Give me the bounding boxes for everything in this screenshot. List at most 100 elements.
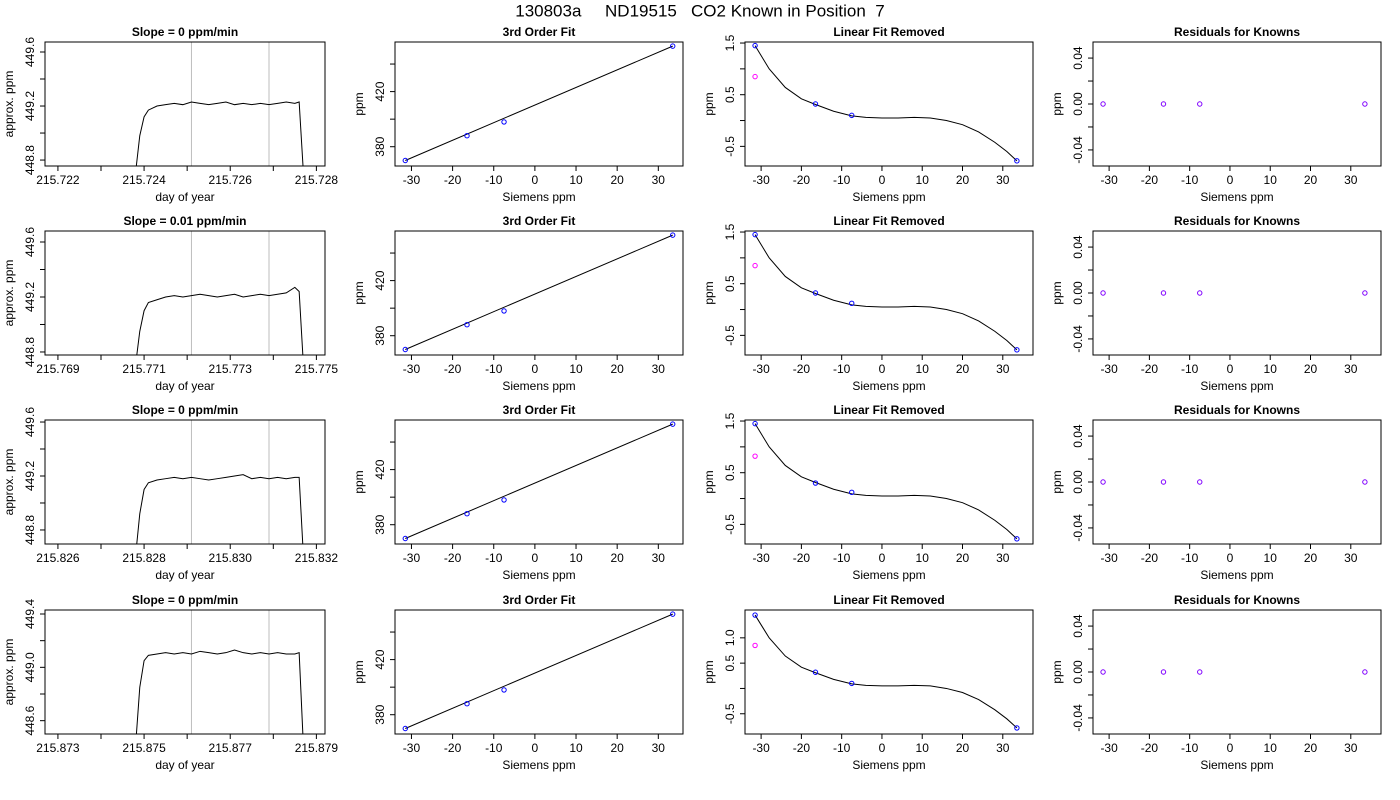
x-axis-label: Siemens ppm xyxy=(502,190,575,204)
x-tick-label: 30 xyxy=(996,551,1010,565)
x-tick-label: 0 xyxy=(879,173,886,187)
x-tick-label: 10 xyxy=(569,362,583,376)
fit-line xyxy=(754,234,1018,351)
x-tick-label: 30 xyxy=(1344,173,1358,187)
fit-line xyxy=(405,613,673,729)
x-tick-label: -20 xyxy=(1141,551,1159,565)
x-tick-label: 20 xyxy=(1304,173,1318,187)
y-axis-label: ppm xyxy=(1050,660,1064,683)
x-tick-label: 215.826 xyxy=(36,551,80,565)
x-tick-label: -30 xyxy=(1100,741,1118,755)
data-point xyxy=(1160,479,1167,485)
x-tick-label: 20 xyxy=(956,551,970,565)
x-tick-label: 0 xyxy=(1227,362,1234,376)
x-tick-label: -10 xyxy=(1181,741,1199,755)
x-axis-label: day of year xyxy=(155,379,214,393)
y-tick-label: 0.00 xyxy=(1071,470,1085,494)
y-tick-label: 380 xyxy=(373,704,387,724)
data-point xyxy=(670,232,676,238)
y-tick-label: 1.5 xyxy=(723,412,737,429)
x-tick-label: 0 xyxy=(532,173,539,187)
x-axis-label: Siemens ppm xyxy=(852,568,925,582)
plot-area xyxy=(402,43,676,164)
x-tick-label: 20 xyxy=(610,173,624,187)
y-axis-label: approx. ppm xyxy=(2,71,16,138)
x-tick-label: -20 xyxy=(444,551,462,565)
plot-frame xyxy=(44,41,326,167)
y-axis-label: approx. ppm xyxy=(2,639,16,706)
x-tick-label: 20 xyxy=(1304,362,1318,376)
plot-frame xyxy=(394,230,684,356)
panel-title: 3rd Order Fit xyxy=(503,593,576,607)
plot-area xyxy=(752,42,1020,164)
panel: Slope = 0 ppm/min day of year approx. ppm 2… xyxy=(2,25,338,204)
panel: Residuals for Knowns Siemens ppm ppm -30 -20… xyxy=(1050,403,1382,582)
plot-area xyxy=(752,231,1020,353)
data-point xyxy=(1362,101,1368,107)
data-point xyxy=(1100,669,1106,675)
x-tick-label: -30 xyxy=(1100,173,1118,187)
x-tick-label: -10 xyxy=(1181,551,1199,565)
y-tick-label: 1.0 xyxy=(723,629,737,646)
data-point xyxy=(402,725,408,732)
data-point xyxy=(1362,669,1368,675)
panel: Residuals for Knowns Siemens ppm ppm -30 -20… xyxy=(1050,214,1382,393)
figure-title: 130803a ND19515 CO2 Known in Position 7 xyxy=(515,1,885,20)
plot-frame xyxy=(1092,419,1382,545)
x-tick-label: 30 xyxy=(996,362,1010,376)
y-axis-label: ppm xyxy=(702,470,716,493)
y-tick-label: 449.0 xyxy=(23,652,37,682)
data-point xyxy=(849,300,855,307)
x-tick-label: 30 xyxy=(1344,551,1358,565)
x-tick-label: 0 xyxy=(532,741,539,755)
y-axis-label: ppm xyxy=(702,92,716,115)
data-point xyxy=(752,73,758,80)
y-tick-label: 449.2 xyxy=(23,461,37,491)
x-axis-label: Siemens ppm xyxy=(502,758,575,772)
x-tick-label: 0 xyxy=(532,362,539,376)
data-point xyxy=(812,480,819,486)
plot-frame xyxy=(744,609,1034,735)
x-tick-label: -30 xyxy=(752,551,770,565)
y-axis-label: ppm xyxy=(352,660,366,683)
x-axis-label: day of year xyxy=(155,190,214,204)
x-axis-label: Siemens ppm xyxy=(852,190,925,204)
panel: 3rd Order Fit Siemens ppm ppm -30 -20 -10 0 10 2… xyxy=(352,214,684,393)
panel: 3rd Order Fit Siemens ppm ppm -30 -20 -10 0 10 2… xyxy=(352,403,684,582)
data-point xyxy=(501,308,507,314)
panel: Linear Fit Removed Siemens ppm ppm -30 -20 -1… xyxy=(702,214,1034,393)
y-tick-label: 380 xyxy=(373,514,387,534)
x-tick-label: -30 xyxy=(752,173,770,187)
x-tick-label: 215.877 xyxy=(209,741,253,755)
data-point xyxy=(1197,290,1203,296)
x-tick-label: 215.773 xyxy=(209,362,253,376)
panel-title: Linear Fit Removed xyxy=(833,214,944,228)
y-tick-label: 449.2 xyxy=(23,282,37,312)
plot-area xyxy=(135,42,304,166)
data-point xyxy=(1100,479,1106,485)
x-tick-label: 20 xyxy=(1304,741,1318,755)
x-tick-label: 30 xyxy=(1344,741,1358,755)
x-tick-label: -30 xyxy=(752,741,770,755)
plot-area xyxy=(1100,101,1368,107)
plot-area xyxy=(752,612,1020,731)
x-tick-label: 10 xyxy=(1264,362,1278,376)
x-axis-label: Siemens ppm xyxy=(1200,379,1273,393)
y-tick-label: -0.04 xyxy=(1071,514,1085,542)
panel: Linear Fit Removed Siemens ppm ppm -30 -20 -1… xyxy=(702,593,1034,772)
x-tick-label: 30 xyxy=(652,362,666,376)
y-axis-label: ppm xyxy=(352,92,366,115)
data-point xyxy=(752,231,758,238)
x-tick-label: -10 xyxy=(485,741,503,755)
x-axis-label: Siemens ppm xyxy=(852,758,925,772)
data-point xyxy=(849,680,855,687)
x-tick-label: 0 xyxy=(879,741,886,755)
x-tick-label: -20 xyxy=(793,551,811,565)
x-tick-label: 10 xyxy=(1264,173,1278,187)
x-tick-label: 0 xyxy=(1227,741,1234,755)
x-tick-label: 0 xyxy=(879,362,886,376)
panel-title: Slope = 0 ppm/min xyxy=(132,593,238,607)
panel-title: Slope = 0.01 ppm/min xyxy=(123,214,246,228)
data-point xyxy=(1160,290,1167,296)
